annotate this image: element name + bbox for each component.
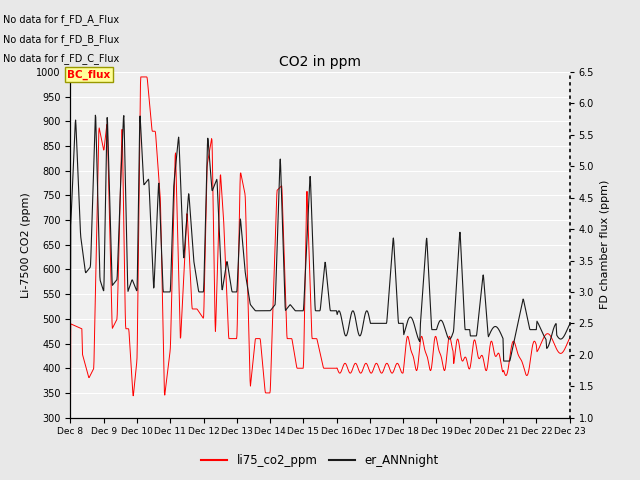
Y-axis label: Li-7500 CO2 (ppm): Li-7500 CO2 (ppm) (20, 192, 31, 298)
Text: No data for f_FD_B_Flux: No data for f_FD_B_Flux (3, 34, 120, 45)
Text: No data for f_FD_C_Flux: No data for f_FD_C_Flux (3, 53, 120, 64)
Legend: li75_co2_ppm, er_ANNnight: li75_co2_ppm, er_ANNnight (196, 449, 444, 472)
Y-axis label: FD chamber flux (ppm): FD chamber flux (ppm) (600, 180, 610, 310)
Title: CO2 in ppm: CO2 in ppm (279, 56, 361, 70)
Text: BC_flux: BC_flux (67, 69, 111, 80)
Text: No data for f_FD_A_Flux: No data for f_FD_A_Flux (3, 14, 119, 25)
